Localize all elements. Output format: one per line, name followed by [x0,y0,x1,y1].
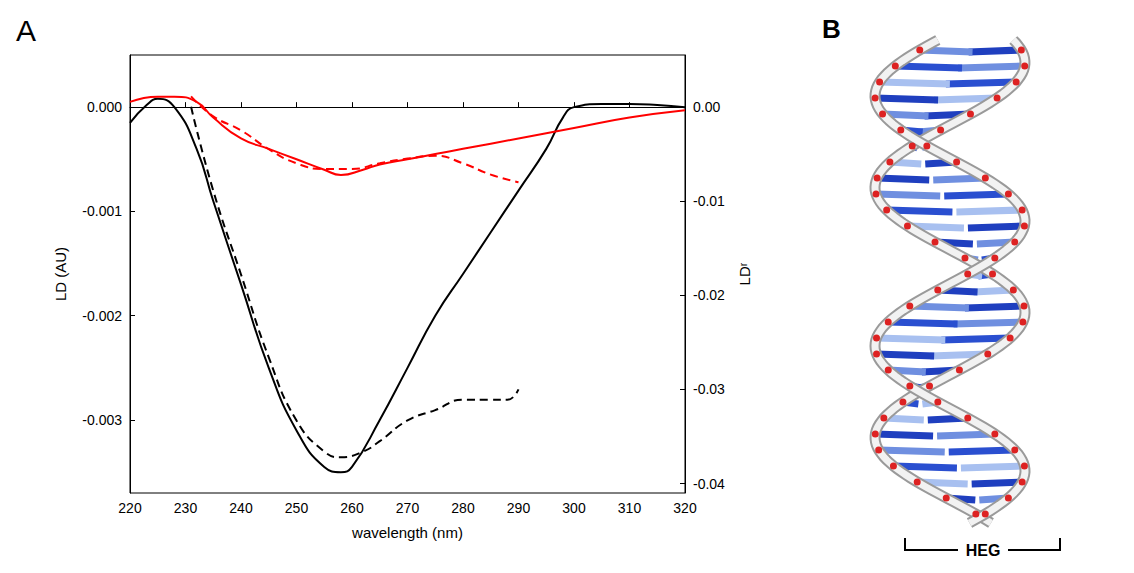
svg-text:320: 320 [673,500,697,516]
svg-text:300: 300 [562,500,586,516]
svg-text:240: 240 [229,500,253,516]
svg-text:0.00: 0.00 [693,99,720,115]
svg-text:HEG: HEG [966,542,1001,559]
svg-text:310: 310 [618,500,642,516]
svg-text:250: 250 [285,500,309,516]
svg-text:-0.02: -0.02 [693,287,725,303]
svg-text:230: 230 [174,500,198,516]
html-text:A: A [16,14,36,47]
svg-text:wavelength (nm): wavelength (nm) [351,524,463,541]
svg-text:-0.003: -0.003 [82,412,122,428]
svg-text:-0.001: -0.001 [82,203,122,219]
svg-text:280: 280 [451,500,475,516]
svg-text:270: 270 [396,500,420,516]
svg-text:0.000: 0.000 [87,99,122,115]
svg-text:220: 220 [118,500,142,516]
svg-text:-0.002: -0.002 [82,308,122,324]
svg-text:-0.03: -0.03 [693,381,725,397]
svg-text:LD (AU): LD (AU) [52,247,69,301]
svg-text:B: B [822,14,841,44]
svg-text:290: 290 [507,500,531,516]
svg-text:-0.04: -0.04 [693,476,725,492]
svg-text:260: 260 [340,500,364,516]
svg-text:-0.01: -0.01 [693,193,725,209]
svg-text:LDʳ: LDʳ [736,262,753,285]
